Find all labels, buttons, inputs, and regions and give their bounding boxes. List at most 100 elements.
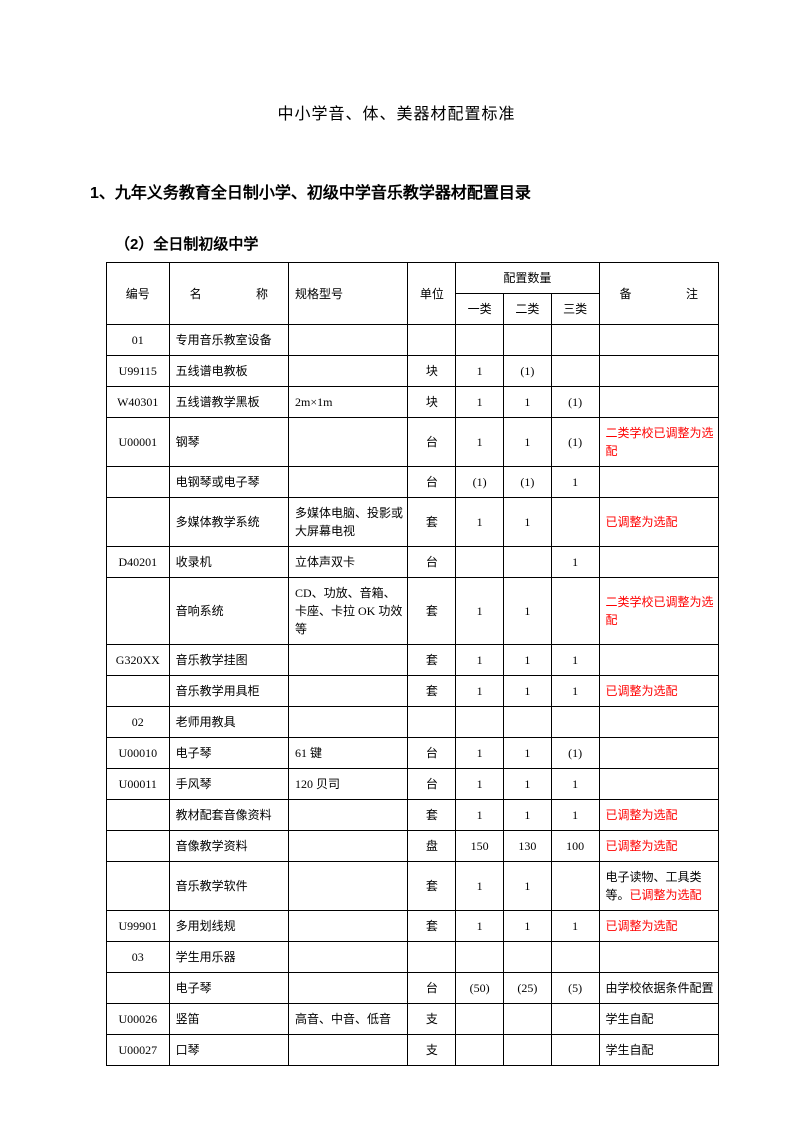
cell-id: U00026 bbox=[107, 1004, 170, 1035]
table-row: 音响系统CD、功放、音箱、卡座、卡拉 OK 功效等套11二类学校已调整为选配 bbox=[107, 578, 719, 645]
cell-note bbox=[599, 325, 719, 356]
cell-note bbox=[599, 547, 719, 578]
cell-unit bbox=[408, 325, 456, 356]
cell-name: 电子琴 bbox=[169, 738, 288, 769]
sub-title: （2）全日制初级中学 bbox=[115, 233, 703, 254]
cell-unit bbox=[408, 707, 456, 738]
cell-qty1: 1 bbox=[456, 769, 504, 800]
cell-note: 学生自配 bbox=[599, 1035, 719, 1066]
cell-unit: 台 bbox=[408, 769, 456, 800]
cell-unit: 套 bbox=[408, 862, 456, 911]
cell-qty1: 1 bbox=[456, 738, 504, 769]
header-qty3: 三类 bbox=[551, 294, 599, 325]
document-title: 中小学音、体、美器材配置标准 bbox=[90, 100, 703, 124]
cell-qty2: 1 bbox=[503, 418, 551, 467]
cell-name: 学生用乐器 bbox=[169, 942, 288, 973]
cell-qty1: 1 bbox=[456, 418, 504, 467]
cell-id: 03 bbox=[107, 942, 170, 973]
cell-spec: 2m×1m bbox=[289, 387, 408, 418]
cell-spec bbox=[289, 356, 408, 387]
cell-unit: 台 bbox=[408, 547, 456, 578]
header-qty1: 一类 bbox=[456, 294, 504, 325]
cell-spec: 高音、中音、低音 bbox=[289, 1004, 408, 1035]
cell-id bbox=[107, 973, 170, 1004]
header-id: 编号 bbox=[107, 263, 170, 325]
cell-note: 已调整为选配 bbox=[599, 911, 719, 942]
cell-qty3 bbox=[551, 498, 599, 547]
table-row: U00027口琴支学生自配 bbox=[107, 1035, 719, 1066]
note-red: 已调整为选配 bbox=[630, 888, 702, 902]
cell-qty2: 130 bbox=[503, 831, 551, 862]
cell-note: 电子读物、工具类等。已调整为选配 bbox=[599, 862, 719, 911]
cell-spec bbox=[289, 911, 408, 942]
cell-name: 钢琴 bbox=[169, 418, 288, 467]
cell-name: 竖笛 bbox=[169, 1004, 288, 1035]
cell-unit: 台 bbox=[408, 467, 456, 498]
cell-spec bbox=[289, 645, 408, 676]
cell-note: 已调整为选配 bbox=[599, 800, 719, 831]
cell-spec bbox=[289, 325, 408, 356]
cell-qty2: (25) bbox=[503, 973, 551, 1004]
cell-qty2: (1) bbox=[503, 356, 551, 387]
header-note: 备 注 bbox=[599, 263, 719, 325]
cell-qty1 bbox=[456, 547, 504, 578]
table-row: 03学生用乐器 bbox=[107, 942, 719, 973]
cell-spec bbox=[289, 1035, 408, 1066]
cell-spec bbox=[289, 418, 408, 467]
cell-qty2 bbox=[503, 707, 551, 738]
table-row: U00010电子琴61 键台11(1) bbox=[107, 738, 719, 769]
table-row: 多媒体教学系统多媒体电脑、投影或大屏幕电视套11已调整为选配 bbox=[107, 498, 719, 547]
cell-qty3 bbox=[551, 942, 599, 973]
cell-id bbox=[107, 800, 170, 831]
cell-id bbox=[107, 831, 170, 862]
cell-id: D40201 bbox=[107, 547, 170, 578]
cell-qty3 bbox=[551, 578, 599, 645]
cell-qty3 bbox=[551, 862, 599, 911]
cell-note bbox=[599, 707, 719, 738]
cell-qty1 bbox=[456, 707, 504, 738]
cell-qty3: 100 bbox=[551, 831, 599, 862]
cell-name: 专用音乐教室设备 bbox=[169, 325, 288, 356]
cell-note: 已调整为选配 bbox=[599, 676, 719, 707]
cell-name: 音乐教学软件 bbox=[169, 862, 288, 911]
cell-qty1: 1 bbox=[456, 356, 504, 387]
cell-note bbox=[599, 942, 719, 973]
cell-qty1 bbox=[456, 325, 504, 356]
cell-qty3 bbox=[551, 325, 599, 356]
cell-note bbox=[599, 387, 719, 418]
table-row: 电钢琴或电子琴台(1)(1)1 bbox=[107, 467, 719, 498]
cell-qty2 bbox=[503, 325, 551, 356]
header-name: 名 称 bbox=[169, 263, 288, 325]
cell-unit bbox=[408, 942, 456, 973]
cell-qty3 bbox=[551, 356, 599, 387]
header-qty-group: 配置数量 bbox=[456, 263, 599, 294]
cell-name: 五线谱教学黑板 bbox=[169, 387, 288, 418]
cell-id: U00011 bbox=[107, 769, 170, 800]
cell-qty1: 1 bbox=[456, 911, 504, 942]
cell-name: 音像教学资料 bbox=[169, 831, 288, 862]
table-row: 音乐教学软件套11电子读物、工具类等。已调整为选配 bbox=[107, 862, 719, 911]
cell-id bbox=[107, 467, 170, 498]
cell-id bbox=[107, 676, 170, 707]
equipment-table: 编号 名 称 规格型号 单位 配置数量 备 注 一类 二类 三类 01专用音乐教… bbox=[106, 262, 719, 1066]
cell-unit: 台 bbox=[408, 418, 456, 467]
cell-qty3 bbox=[551, 1004, 599, 1035]
cell-id: U00027 bbox=[107, 1035, 170, 1066]
cell-qty1: 1 bbox=[456, 387, 504, 418]
cell-name: 音响系统 bbox=[169, 578, 288, 645]
cell-qty2: 1 bbox=[503, 578, 551, 645]
cell-qty1: 1 bbox=[456, 578, 504, 645]
cell-qty3: (5) bbox=[551, 973, 599, 1004]
cell-qty2 bbox=[503, 1004, 551, 1035]
table-row: U00026竖笛高音、中音、低音支学生自配 bbox=[107, 1004, 719, 1035]
table-row: U99115五线谱电教板块1(1) bbox=[107, 356, 719, 387]
cell-note: 由学校依据条件配置 bbox=[599, 973, 719, 1004]
cell-note bbox=[599, 738, 719, 769]
cell-qty3 bbox=[551, 1035, 599, 1066]
cell-qty2: (1) bbox=[503, 467, 551, 498]
cell-id bbox=[107, 862, 170, 911]
cell-id bbox=[107, 498, 170, 547]
cell-id: W40301 bbox=[107, 387, 170, 418]
cell-spec: 120 贝司 bbox=[289, 769, 408, 800]
cell-qty3: 1 bbox=[551, 676, 599, 707]
